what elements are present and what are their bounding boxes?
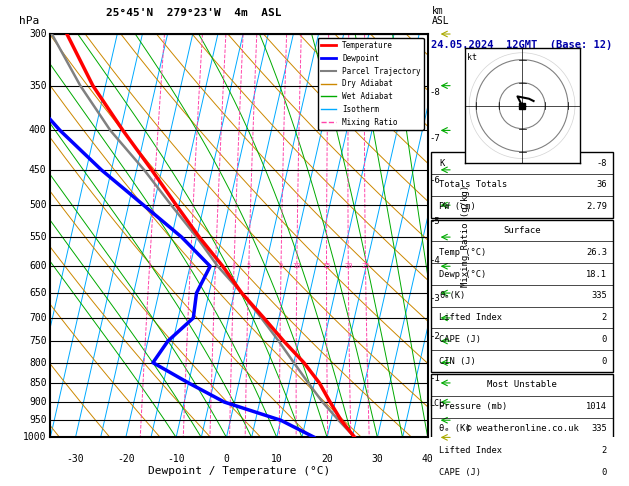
Text: 800: 800: [29, 358, 47, 367]
Text: 350: 350: [29, 81, 47, 91]
Text: LCL: LCL: [430, 399, 445, 408]
Text: 30: 30: [372, 453, 383, 464]
Text: 2: 2: [602, 313, 607, 322]
Text: 4: 4: [232, 263, 236, 269]
Text: 300: 300: [29, 29, 47, 39]
Text: -4: -4: [430, 256, 440, 265]
Text: 20: 20: [321, 453, 333, 464]
Text: -8: -8: [596, 158, 607, 168]
Text: 750: 750: [29, 336, 47, 346]
Text: 500: 500: [29, 200, 47, 210]
Text: -10: -10: [167, 453, 185, 464]
Text: Lifted Index: Lifted Index: [439, 313, 502, 322]
Text: Mixing Ratio (g/kg): Mixing Ratio (g/kg): [461, 185, 470, 287]
Text: Surface: Surface: [503, 226, 541, 235]
Text: 8: 8: [279, 263, 283, 269]
Text: 900: 900: [29, 397, 47, 407]
Text: -30: -30: [67, 453, 84, 464]
Text: 18.1: 18.1: [586, 270, 607, 278]
Text: Totals Totals: Totals Totals: [439, 180, 508, 190]
Text: -6: -6: [430, 176, 440, 185]
Text: 1014: 1014: [586, 402, 607, 411]
Text: 400: 400: [29, 125, 47, 136]
Text: 25°45'N  279°23'W  4m  ASL: 25°45'N 279°23'W 4m ASL: [106, 8, 282, 18]
Text: θₑ (K): θₑ (K): [439, 424, 470, 433]
Text: 10: 10: [292, 263, 301, 269]
Text: 1000: 1000: [23, 433, 47, 442]
Text: 700: 700: [29, 313, 47, 323]
Text: 36: 36: [596, 180, 607, 190]
Legend: Temperature, Dewpoint, Parcel Trajectory, Dry Adiabat, Wet Adiabat, Isotherm, Mi: Temperature, Dewpoint, Parcel Trajectory…: [318, 38, 424, 130]
Text: 40: 40: [422, 453, 433, 464]
Text: 450: 450: [29, 165, 47, 175]
Text: CAPE (J): CAPE (J): [439, 468, 481, 477]
Text: 3: 3: [213, 263, 218, 269]
Text: © weatheronline.co.uk: © weatheronline.co.uk: [465, 424, 579, 434]
Text: θₑ(K): θₑ(K): [439, 291, 465, 300]
Text: -5: -5: [430, 217, 440, 226]
Text: 0: 0: [223, 453, 230, 464]
Text: CAPE (J): CAPE (J): [439, 335, 481, 344]
Text: 335: 335: [591, 424, 607, 433]
Text: 335: 335: [591, 291, 607, 300]
Bar: [431, 152, 613, 218]
Text: 850: 850: [29, 378, 47, 388]
Text: 600: 600: [29, 261, 47, 271]
Text: kt: kt: [467, 53, 477, 62]
Text: Pressure (mb): Pressure (mb): [439, 402, 508, 411]
Text: Dewpoint / Temperature (°C): Dewpoint / Temperature (°C): [148, 466, 330, 476]
Text: km
ASL: km ASL: [431, 6, 449, 26]
Text: 950: 950: [29, 415, 47, 425]
Text: Lifted Index: Lifted Index: [439, 446, 502, 455]
Text: -7: -7: [430, 134, 440, 143]
Text: 550: 550: [29, 232, 47, 242]
Text: -20: -20: [117, 453, 135, 464]
Text: 20: 20: [344, 263, 352, 269]
Text: 2: 2: [188, 263, 192, 269]
Text: PW (cm): PW (cm): [439, 202, 476, 211]
Text: -2: -2: [430, 332, 440, 341]
Text: Dewp (°C): Dewp (°C): [439, 270, 486, 278]
Text: 24.05.2024  12GMT  (Base: 12): 24.05.2024 12GMT (Base: 12): [431, 40, 613, 50]
Text: 15: 15: [322, 263, 331, 269]
Text: -3: -3: [430, 294, 440, 303]
Text: -8: -8: [430, 88, 440, 97]
Text: 0: 0: [602, 357, 607, 365]
Text: CIN (J): CIN (J): [439, 357, 476, 365]
Text: hPa: hPa: [19, 16, 40, 26]
Text: 1: 1: [147, 263, 152, 269]
Bar: [431, 220, 613, 372]
Bar: [431, 374, 613, 486]
Text: 0: 0: [602, 468, 607, 477]
Text: K: K: [439, 158, 444, 168]
Text: Temp (°C): Temp (°C): [439, 248, 486, 257]
Text: 650: 650: [29, 288, 47, 298]
Text: 0: 0: [602, 335, 607, 344]
Text: 10: 10: [271, 453, 282, 464]
Text: 2: 2: [602, 446, 607, 455]
Text: 25: 25: [361, 263, 370, 269]
Text: -1: -1: [430, 375, 440, 383]
Text: 2.79: 2.79: [586, 202, 607, 211]
Text: Most Unstable: Most Unstable: [487, 381, 557, 389]
Text: 26.3: 26.3: [586, 248, 607, 257]
Text: 5: 5: [247, 263, 251, 269]
